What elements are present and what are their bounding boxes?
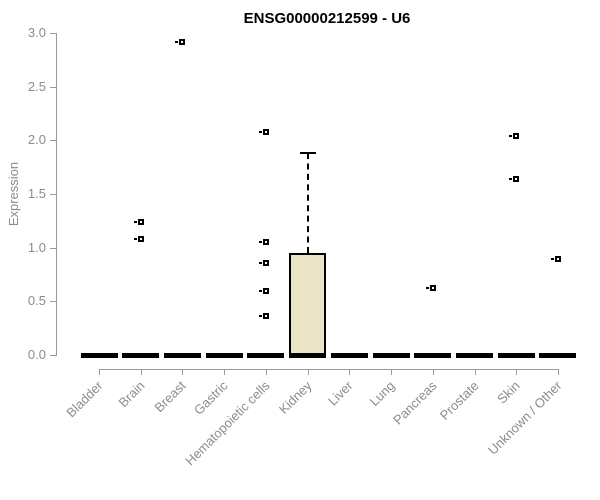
median-line [247, 353, 285, 358]
x-tick [474, 369, 476, 375]
outlier-dash [258, 315, 262, 318]
y-tick-label: 1.0 [27, 239, 46, 255]
outlier-dash [258, 261, 262, 264]
x-axis-line [99, 369, 559, 370]
x-tick [557, 369, 559, 375]
outlier-point [262, 128, 269, 135]
x-tick [99, 369, 100, 375]
y-tick [50, 33, 56, 34]
median-line [163, 353, 201, 358]
outlier-dash [550, 258, 554, 261]
median-line [122, 353, 160, 358]
y-tick-label: 2.5 [27, 78, 46, 94]
outlier-point [513, 175, 520, 182]
y-tick [50, 140, 56, 142]
y-tick-label: 2.0 [27, 132, 46, 148]
x-tick [265, 369, 267, 375]
x-tick [516, 369, 518, 375]
median-line [456, 353, 494, 358]
whisker [306, 153, 309, 254]
median-line [414, 353, 452, 358]
y-tick [50, 194, 56, 195]
outlier-point [179, 38, 186, 45]
y-tick [50, 301, 56, 303]
median-line [497, 353, 535, 358]
median-line [372, 353, 410, 358]
y-tick-label: 0.0 [27, 347, 46, 362]
outlier-point [429, 285, 436, 292]
outlier-dash [133, 238, 137, 241]
median-line [289, 353, 327, 358]
chart-title: ENSG00000212599 - U6 [243, 10, 411, 27]
outlier-dash [258, 241, 262, 244]
x-tick [432, 369, 434, 375]
x-tick [182, 369, 184, 375]
outlier-dash [509, 135, 513, 138]
x-tick [391, 369, 393, 375]
y-tick [50, 86, 56, 88]
outlier-dash [175, 40, 179, 43]
outlier-dash [425, 287, 429, 290]
outlier-dash [258, 130, 262, 133]
outlier-point [513, 133, 520, 140]
outlier-point [137, 218, 144, 225]
x-tick [140, 369, 142, 375]
y-tick-label: 1.5 [27, 186, 46, 201]
outlier-dash [509, 177, 513, 180]
y-tick [50, 247, 56, 249]
x-tick [224, 369, 226, 375]
x-tick [349, 369, 351, 375]
y-tick-label: 3.0 [27, 25, 46, 40]
median-line [330, 353, 368, 358]
whisker-cap [299, 152, 316, 155]
median-line [205, 353, 243, 358]
outlier-point [262, 259, 269, 266]
outlier-point [262, 313, 269, 320]
median-line [539, 353, 577, 358]
y-tick-label: 0.5 [27, 293, 46, 309]
outlier-point [262, 287, 269, 294]
box [289, 253, 327, 357]
outlier-point [262, 239, 269, 246]
y-axis-line [56, 33, 57, 356]
outlier-dash [133, 220, 137, 223]
x-tick [307, 369, 309, 375]
outlier-point [554, 256, 561, 263]
outlier-dash [258, 289, 262, 292]
outlier-point [137, 236, 144, 243]
median-line [80, 353, 118, 358]
y-tick [50, 355, 56, 356]
